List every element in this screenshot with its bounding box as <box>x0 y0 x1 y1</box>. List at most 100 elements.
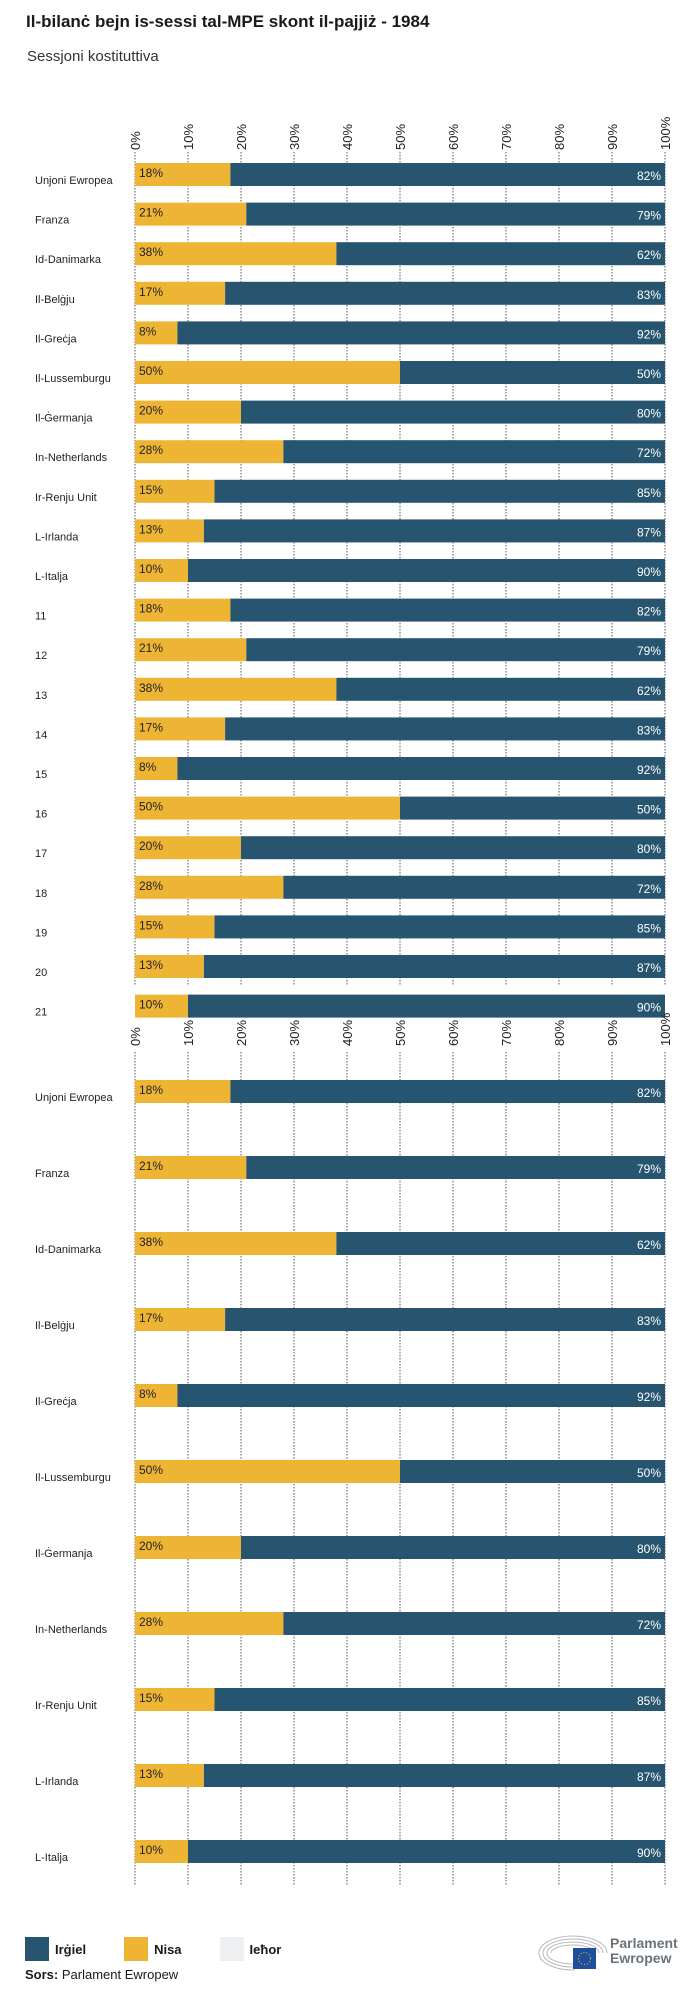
data-label-irgiel: 62% <box>637 248 661 262</box>
bar-irgiel <box>214 479 665 503</box>
bar-nisa <box>135 163 231 186</box>
bar-nisa <box>135 242 337 266</box>
data-label-nisa: 18% <box>139 166 163 180</box>
bar-irgiel <box>283 875 665 899</box>
data-label-irgiel: 90% <box>637 1846 661 1860</box>
data-label-nisa: 38% <box>139 681 163 695</box>
tick-label: 30% <box>287 1020 302 1046</box>
data-label-nisa: 50% <box>139 364 163 378</box>
data-label-nisa: 15% <box>139 1691 163 1705</box>
legend-label-irgiel: Irġiel <box>55 1941 87 1957</box>
tick-label: 10% <box>181 1020 196 1046</box>
data-label-nisa: 20% <box>139 839 163 853</box>
legend-label-nisa: Nisa <box>154 1941 182 1957</box>
category-label: Ir-Renju Unit <box>35 492 97 504</box>
data-label-nisa: 17% <box>139 285 163 299</box>
legend-label-iehor: Ieħor <box>249 1941 282 1957</box>
data-label-irgiel: 79% <box>637 209 661 223</box>
tick-label: 40% <box>340 1020 355 1046</box>
tick-label: 70% <box>499 1020 514 1046</box>
data-label-nisa: 21% <box>139 206 163 220</box>
data-label-nisa: 28% <box>139 879 163 893</box>
bar-irgiel <box>400 361 665 384</box>
category-label: L-Irlanda <box>35 1776 79 1788</box>
tick-label: 60% <box>446 124 461 150</box>
bar-nisa <box>135 1308 226 1331</box>
tick-label: 20% <box>234 124 249 150</box>
chart-title: Il-bilanċ bejn is-sessi tal-MPE skont il… <box>26 12 430 31</box>
bar-nisa <box>135 519 204 543</box>
category-label: Franza <box>35 215 70 227</box>
bar-irgiel <box>177 1384 665 1407</box>
bar-irgiel <box>241 400 665 424</box>
data-label-nisa: 21% <box>139 1159 163 1173</box>
bar-irgiel <box>400 796 665 820</box>
bar-nisa <box>135 361 400 384</box>
category-label: 19 <box>35 927 47 939</box>
data-label-irgiel: 85% <box>637 486 661 500</box>
legend: Irġiel Nisa Ieħor <box>25 1937 281 1961</box>
category-label: 20 <box>35 967 47 979</box>
data-label-nisa: 38% <box>139 245 163 259</box>
data-label-nisa: 13% <box>139 958 163 972</box>
data-label-nisa: 38% <box>139 1235 163 1249</box>
data-label-irgiel: 79% <box>637 644 661 658</box>
category-label: 11 <box>35 611 46 623</box>
legend-item-nisa: Nisa <box>124 1937 182 1961</box>
bar-irgiel <box>246 1156 666 1179</box>
category-label: Franza <box>35 1168 70 1180</box>
category-label: 17 <box>35 848 47 860</box>
data-label-nisa: 20% <box>139 1539 163 1553</box>
category-label: Il-Ġermanja <box>35 1547 93 1560</box>
source-text: Parlament Ewropew <box>61 1967 179 1982</box>
bar-irgiel <box>336 1232 665 1255</box>
bar-nisa <box>135 321 178 345</box>
bar-nisa <box>135 875 284 899</box>
data-label-nisa: 8% <box>139 1387 157 1401</box>
category-label: 16 <box>35 809 47 821</box>
data-label-irgiel: 79% <box>637 1162 661 1176</box>
category-label: L-Italja <box>35 1852 69 1864</box>
data-label-irgiel: 50% <box>637 367 661 381</box>
category-label: L-Irlanda <box>35 531 79 543</box>
tick-label: 0% <box>128 131 143 150</box>
category-label: Id-Danimarka <box>35 254 102 266</box>
tick-label: 60% <box>446 1020 461 1046</box>
bar-irgiel <box>241 1536 665 1559</box>
data-label-nisa: 18% <box>139 602 163 616</box>
bar-irgiel <box>177 321 665 345</box>
bar-irgiel <box>225 281 665 305</box>
tick-label: 50% <box>393 1020 408 1046</box>
tick-label: 70% <box>499 124 514 150</box>
bar-nisa <box>135 796 400 820</box>
data-label-irgiel: 92% <box>637 763 661 777</box>
source: Sors: Parlament Ewropew <box>25 1967 178 1982</box>
bar-irgiel <box>230 598 665 622</box>
category-label: Unjoni Ewropea <box>35 1092 114 1104</box>
data-label-nisa: 18% <box>139 1083 163 1097</box>
data-label-nisa: 8% <box>139 760 157 774</box>
bar-irgiel <box>230 163 665 186</box>
bar-irgiel <box>188 1840 665 1863</box>
category-label: Il-Lussemburgu <box>35 1472 111 1484</box>
bar-nisa <box>135 915 215 939</box>
data-label-irgiel: 87% <box>637 961 661 975</box>
data-label-nisa: 15% <box>139 483 163 497</box>
data-label-nisa: 50% <box>139 800 163 814</box>
bar-nisa <box>135 1460 400 1483</box>
bar-irgiel <box>246 638 666 662</box>
legend-swatch-nisa <box>124 1937 149 1961</box>
bar-nisa <box>135 1384 178 1407</box>
category-label: 13 <box>35 690 47 702</box>
bar-irgiel <box>336 677 665 701</box>
data-label-irgiel: 62% <box>637 684 661 698</box>
bar-nisa <box>135 1156 247 1179</box>
bar-nisa <box>135 717 226 741</box>
data-label-irgiel: 90% <box>637 565 661 579</box>
category-label: 12 <box>35 650 47 662</box>
category-label: Unjoni Ewropea <box>35 175 114 187</box>
tick-label: 50% <box>393 124 408 150</box>
data-label-nisa: 17% <box>139 1311 163 1325</box>
data-label-irgiel: 83% <box>637 1314 661 1328</box>
data-label-nisa: 28% <box>139 1615 163 1629</box>
